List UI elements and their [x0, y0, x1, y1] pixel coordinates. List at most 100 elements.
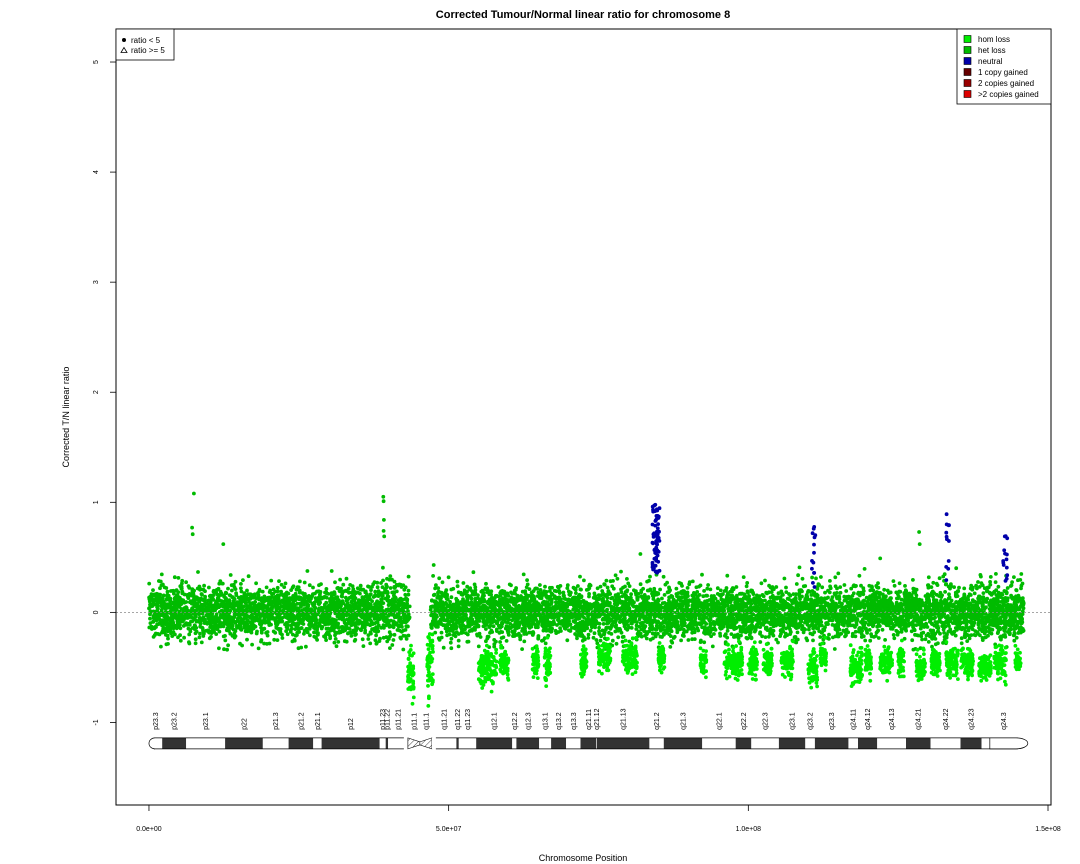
data-point — [392, 585, 397, 589]
data-point — [455, 584, 460, 589]
data-point — [170, 617, 175, 621]
data-point — [387, 577, 392, 582]
data-point — [159, 644, 163, 649]
data-point — [231, 600, 236, 605]
data-point — [292, 614, 296, 619]
data-point — [326, 592, 331, 596]
data-point — [338, 629, 343, 634]
data-point — [161, 593, 166, 598]
data-point — [832, 647, 837, 651]
data-point — [266, 619, 270, 623]
data-point — [192, 616, 196, 621]
data-point — [159, 572, 164, 577]
data-point — [378, 591, 383, 595]
data-point — [882, 587, 887, 592]
data-point — [318, 590, 323, 595]
data-point — [392, 603, 397, 608]
data-point — [194, 619, 199, 624]
data-point — [206, 608, 211, 612]
data-point — [782, 576, 787, 581]
data-point — [278, 631, 283, 636]
data-point — [179, 586, 184, 591]
data-point — [277, 612, 282, 617]
data-point — [159, 620, 164, 625]
data-point — [302, 593, 306, 598]
data-point — [155, 605, 160, 609]
data-point — [340, 591, 345, 596]
data-point — [401, 647, 406, 652]
data-point — [718, 634, 723, 638]
data-point — [332, 596, 337, 601]
data-point — [383, 596, 388, 601]
data-point — [405, 624, 410, 629]
data-point — [280, 636, 285, 640]
data-point — [156, 613, 161, 618]
data-point — [449, 595, 454, 600]
data-point — [843, 634, 847, 639]
data-point — [209, 618, 214, 623]
data-point — [296, 622, 301, 627]
data-point — [296, 613, 301, 618]
data-point — [891, 633, 896, 637]
data-point — [326, 619, 330, 624]
data-point — [341, 601, 346, 606]
data-point — [406, 592, 411, 597]
data-point — [210, 629, 215, 634]
data-point — [148, 621, 153, 625]
data-point — [456, 638, 461, 643]
data-points — [147, 491, 1026, 708]
data-point — [255, 607, 260, 611]
data-point — [877, 624, 882, 628]
data-point — [403, 628, 408, 632]
data-point — [993, 580, 998, 584]
data-point — [217, 610, 222, 614]
data-point — [200, 592, 204, 597]
data-point — [391, 638, 396, 642]
data-point — [170, 589, 175, 593]
data-point — [176, 596, 181, 600]
data-point — [857, 573, 862, 578]
data-point — [250, 624, 255, 629]
data-point — [215, 596, 220, 601]
data-point — [299, 626, 304, 630]
data-point — [375, 585, 380, 590]
data-point — [360, 613, 364, 617]
data-point — [232, 631, 237, 636]
data-point — [256, 591, 260, 595]
data-point — [209, 635, 213, 639]
data-point — [369, 605, 374, 610]
data-point — [304, 599, 309, 603]
data-point — [316, 601, 321, 606]
data-point — [601, 622, 606, 626]
data-point — [605, 585, 610, 590]
data-point — [148, 616, 152, 621]
data-point — [296, 606, 301, 611]
data-point — [392, 622, 397, 627]
data-point — [365, 602, 369, 607]
data-point — [367, 585, 371, 589]
data-point — [163, 606, 168, 610]
data-point — [270, 591, 274, 596]
data-point — [354, 591, 358, 595]
data-point — [342, 639, 347, 644]
data-point — [251, 610, 256, 614]
data-point — [520, 647, 524, 651]
data-point — [260, 589, 265, 594]
data-point — [166, 642, 170, 646]
data-point — [245, 604, 250, 609]
data-point — [214, 616, 219, 620]
data-point — [598, 584, 603, 589]
data-point — [498, 640, 502, 644]
data-point — [240, 618, 245, 623]
data-point — [372, 629, 377, 633]
data-point — [153, 625, 158, 629]
data-point — [250, 642, 255, 647]
data-point — [178, 602, 183, 606]
data-point — [406, 609, 410, 613]
data-point — [245, 588, 249, 593]
data-point — [374, 633, 378, 638]
data-point — [239, 589, 244, 594]
data-point — [308, 633, 312, 638]
data-point — [386, 603, 391, 607]
